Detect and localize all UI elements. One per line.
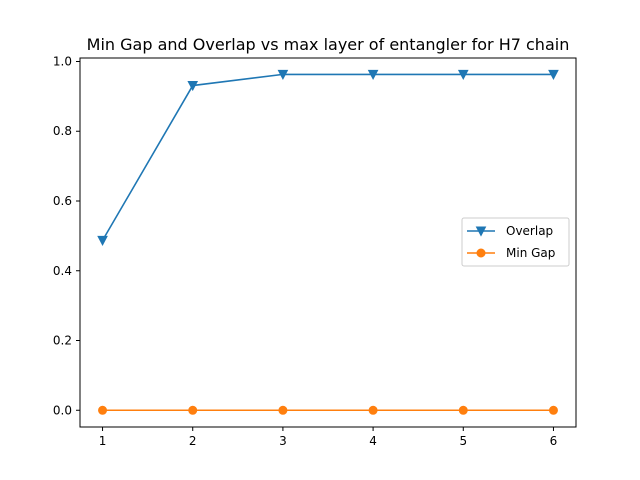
chart-title: Min Gap and Overlap vs max layer of enta…: [87, 35, 570, 54]
x-tick-label: 5: [459, 434, 467, 448]
series-line-overlap: [101, 73, 554, 241]
plot-area: [97, 69, 559, 415]
data-point-min-gap: [188, 405, 198, 415]
y-tick-label: 1.0: [53, 54, 72, 68]
data-point-min-gap: [98, 405, 108, 415]
legend-item-min-gap: Min Gap: [467, 246, 555, 260]
data-point-min-gap: [368, 405, 378, 415]
data-point-min-gap: [458, 405, 468, 415]
axes-frame: [79, 57, 577, 428]
y-tick-label: 0.4: [53, 264, 72, 278]
data-point-min-gap: [548, 405, 558, 415]
data-point-overlap: [457, 69, 469, 80]
legend-item-overlap: Overlap: [467, 224, 553, 238]
y-axis: 0.0 0.2 0.4 0.6 0.8 1.0: [53, 54, 80, 417]
x-tick-label: 4: [369, 434, 377, 448]
x-tick-label: 1: [99, 434, 107, 448]
x-tick-label: 6: [550, 434, 558, 448]
data-point-overlap: [367, 69, 379, 80]
legend-box: [461, 217, 570, 267]
series-min-gap: [98, 405, 558, 415]
data-point-overlap: [277, 69, 289, 80]
y-tick-label: 0.8: [53, 124, 72, 138]
data-point-min-gap: [278, 405, 288, 415]
series-overlap: [97, 69, 559, 246]
x-tick-label: 2: [189, 434, 197, 448]
y-tick-label: 0.2: [53, 334, 72, 348]
legend-label: Min Gap: [506, 246, 555, 260]
x-tick-label: 3: [279, 434, 287, 448]
y-tick-label: 0.6: [53, 194, 72, 208]
legend-label: Overlap: [506, 224, 553, 238]
x-axis: 1 2 3 4 5 6: [99, 427, 558, 448]
legend: Overlap Min Gap: [461, 217, 570, 267]
legend-marker: [475, 226, 487, 237]
legend-marker: [476, 248, 486, 258]
data-point-overlap: [548, 69, 559, 80]
data-point-overlap: [97, 235, 108, 246]
data-point-overlap: [187, 81, 199, 92]
y-tick-label: 0.0: [53, 403, 72, 417]
